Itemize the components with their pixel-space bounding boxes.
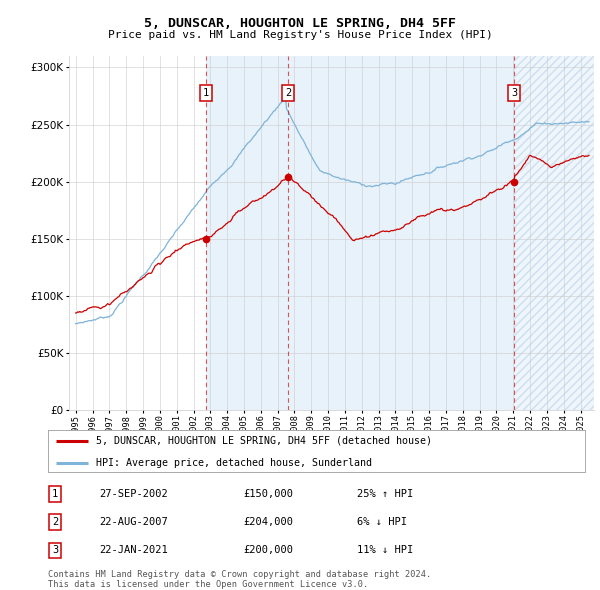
Text: 22-AUG-2007: 22-AUG-2007 xyxy=(99,517,168,527)
Text: 1: 1 xyxy=(52,489,58,499)
Text: £150,000: £150,000 xyxy=(243,489,293,499)
Text: 25% ↑ HPI: 25% ↑ HPI xyxy=(357,489,413,499)
Text: 5, DUNSCAR, HOUGHTON LE SPRING, DH4 5FF (detached house): 5, DUNSCAR, HOUGHTON LE SPRING, DH4 5FF … xyxy=(97,436,433,446)
Text: 3: 3 xyxy=(511,88,517,98)
Text: £200,000: £200,000 xyxy=(243,546,293,555)
Text: This data is licensed under the Open Government Licence v3.0.: This data is licensed under the Open Gov… xyxy=(48,579,368,589)
Text: 11% ↓ HPI: 11% ↓ HPI xyxy=(357,546,413,555)
Text: Price paid vs. HM Land Registry's House Price Index (HPI): Price paid vs. HM Land Registry's House … xyxy=(107,30,493,40)
Bar xyxy=(206,56,289,410)
Text: 22-JAN-2021: 22-JAN-2021 xyxy=(99,546,168,555)
Text: 1: 1 xyxy=(203,88,209,98)
Text: 6% ↓ HPI: 6% ↓ HPI xyxy=(357,517,407,527)
Text: 2: 2 xyxy=(285,88,292,98)
Bar xyxy=(514,56,594,410)
Text: 2: 2 xyxy=(52,517,58,527)
Text: HPI: Average price, detached house, Sunderland: HPI: Average price, detached house, Sund… xyxy=(97,458,373,468)
Bar xyxy=(289,56,514,410)
Bar xyxy=(514,56,594,410)
Text: 3: 3 xyxy=(52,546,58,555)
Text: £204,000: £204,000 xyxy=(243,517,293,527)
Text: 5, DUNSCAR, HOUGHTON LE SPRING, DH4 5FF: 5, DUNSCAR, HOUGHTON LE SPRING, DH4 5FF xyxy=(144,17,456,30)
Text: 27-SEP-2002: 27-SEP-2002 xyxy=(99,489,168,499)
Text: Contains HM Land Registry data © Crown copyright and database right 2024.: Contains HM Land Registry data © Crown c… xyxy=(48,570,431,579)
